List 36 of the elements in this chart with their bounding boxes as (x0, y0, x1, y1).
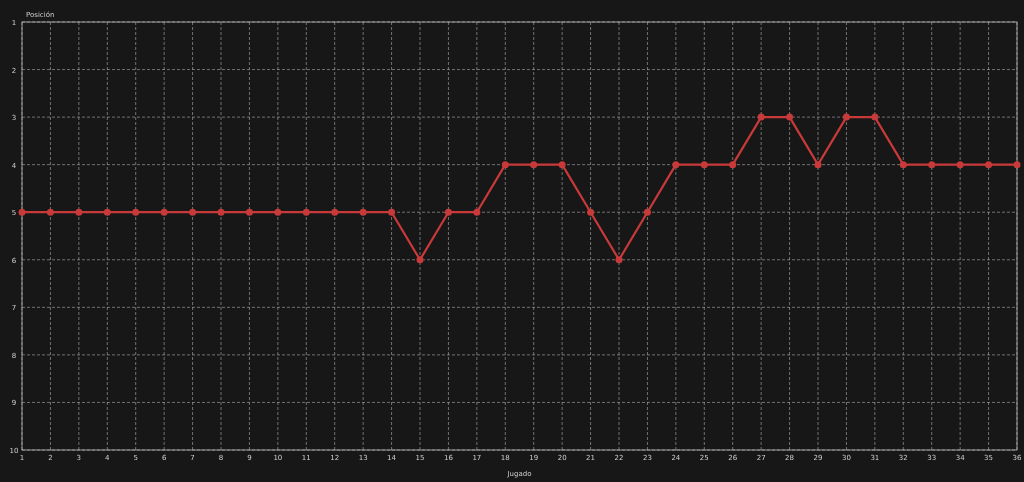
point (700, 161, 708, 169)
point (587, 208, 595, 216)
point (871, 113, 879, 121)
point (956, 161, 964, 169)
point (558, 161, 566, 169)
point (274, 208, 282, 216)
point (132, 208, 140, 216)
point (814, 161, 822, 169)
point (217, 208, 225, 216)
point (643, 208, 651, 216)
point (444, 208, 452, 216)
point (501, 161, 509, 169)
point (473, 208, 481, 216)
point (842, 113, 850, 121)
point (530, 161, 538, 169)
point (331, 208, 339, 216)
point (18, 208, 26, 216)
point (359, 208, 367, 216)
point (302, 208, 310, 216)
point (928, 161, 936, 169)
point (103, 208, 111, 216)
point (245, 208, 253, 216)
point (615, 256, 623, 264)
point (786, 113, 794, 121)
point (160, 208, 168, 216)
point (416, 256, 424, 264)
point (46, 208, 54, 216)
point (729, 161, 737, 169)
point (189, 208, 197, 216)
point (757, 113, 765, 121)
point (1013, 161, 1021, 169)
point (672, 161, 680, 169)
point (985, 161, 993, 169)
point (75, 208, 83, 216)
point (899, 161, 907, 169)
point (388, 208, 396, 216)
